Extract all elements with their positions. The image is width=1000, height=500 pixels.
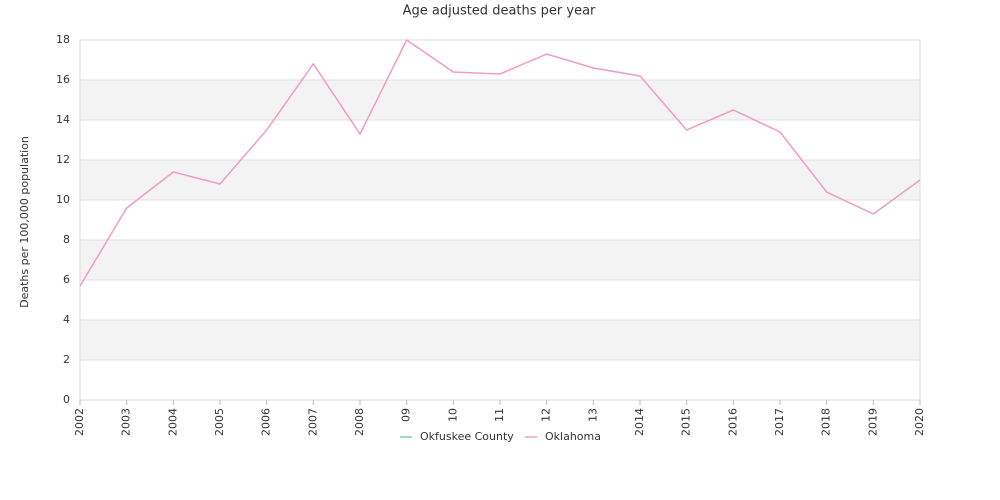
- y-tick-label: 16: [56, 73, 70, 86]
- x-tick-label: 2007: [306, 408, 319, 436]
- y-tick-label: 14: [56, 113, 70, 126]
- y-tick-label: 8: [63, 233, 70, 246]
- x-tick-label: 2015: [680, 408, 693, 436]
- x-tick-label: 09: [400, 408, 413, 422]
- y-tick-label: 12: [56, 153, 70, 166]
- x-tick-label: 13: [586, 408, 599, 422]
- x-tick-label: 2004: [166, 408, 179, 436]
- x-tick-label: 2008: [353, 408, 366, 436]
- x-tick-label: 2018: [820, 408, 833, 436]
- x-tick-label: 2006: [260, 408, 273, 436]
- y-tick-label: 18: [56, 33, 70, 46]
- data-line: [79, 38, 921, 287]
- y-tick-label: 0: [63, 393, 70, 406]
- x-tick-label: 12: [540, 408, 553, 422]
- grid-band: [80, 80, 920, 120]
- legend-label: Oklahoma: [545, 430, 601, 443]
- y-axis-label: Deaths per 100,000 population: [18, 136, 31, 308]
- x-tick-label: 2005: [213, 408, 226, 436]
- y-tick-label: 6: [63, 273, 70, 286]
- legend-label: Okfuskee County: [420, 430, 514, 443]
- chart-title: Age adjusted deaths per year: [403, 4, 596, 19]
- grid-band: [80, 160, 920, 200]
- y-tick-label: 4: [63, 313, 70, 326]
- x-tick-label: 11: [493, 408, 506, 422]
- x-tick-label: 2020: [913, 408, 926, 436]
- y-tick-label: 2: [63, 353, 70, 366]
- x-tick-label: 2019: [866, 408, 879, 436]
- x-tick-label: 2017: [773, 408, 786, 436]
- x-tick-label: 10: [446, 408, 459, 422]
- grid-band: [80, 240, 920, 280]
- x-tick-label: 2016: [726, 408, 739, 436]
- x-tick-label: 2014: [633, 408, 646, 436]
- x-tick-label: 2002: [73, 408, 86, 436]
- grid-band: [80, 320, 920, 360]
- y-tick-label: 10: [56, 193, 70, 206]
- x-tick-label: 2003: [120, 408, 133, 436]
